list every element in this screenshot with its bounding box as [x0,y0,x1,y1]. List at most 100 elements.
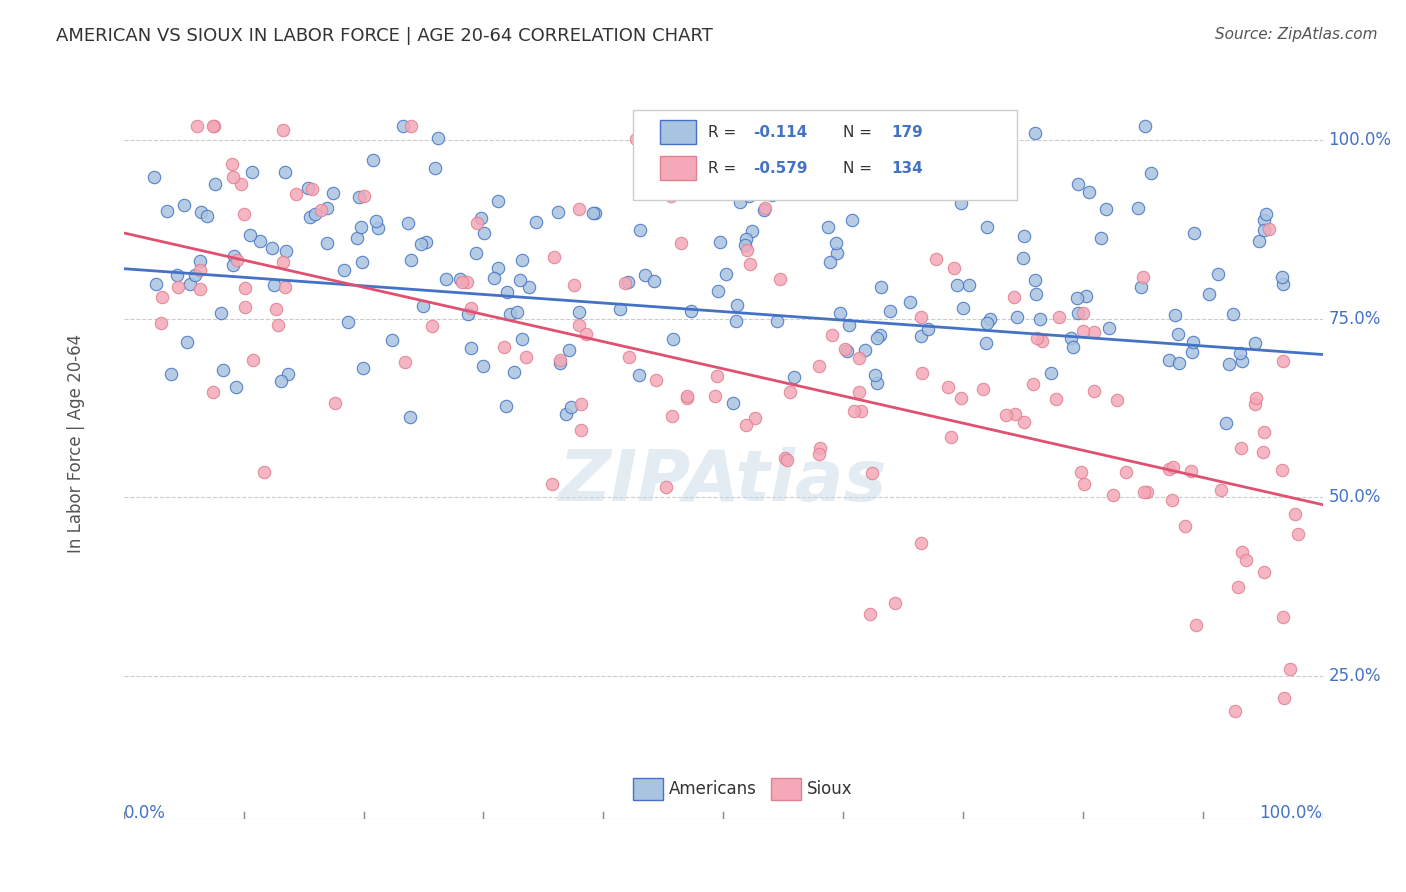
Point [917,322,939,336]
Point [1271,463,1294,477]
Point [156,203,179,218]
Point [716,268,738,282]
Text: 179: 179 [891,125,922,140]
Point [423,161,446,176]
Point [567,318,589,332]
Point [562,277,585,292]
Point [195,209,218,223]
Point [347,190,370,204]
Point [1271,269,1294,284]
Point [1222,307,1244,321]
Point [1253,425,1275,439]
Point [1230,545,1253,559]
Point [495,285,517,299]
Point [976,220,998,235]
Point [741,224,763,238]
Point [271,255,294,269]
Point [1229,346,1251,360]
Point [734,238,756,252]
Point [628,223,651,237]
Point [974,336,997,351]
Point [655,479,678,493]
Point [1090,231,1112,245]
Point [506,304,529,318]
Point [434,272,457,286]
Point [818,255,841,269]
Point [222,169,245,184]
Point [1045,392,1067,407]
Point [222,258,245,272]
Point [1180,464,1202,478]
Point [1167,327,1189,342]
Point [1047,310,1070,325]
Point [817,220,839,235]
Point [1164,308,1187,322]
Point [297,181,319,195]
Point [346,231,368,245]
Point [950,196,973,211]
Point [143,170,166,185]
Point [264,302,287,317]
Point [704,155,727,169]
Point [995,409,1018,423]
Point [661,409,683,423]
Point [866,376,889,390]
Point [465,216,488,230]
Point [558,343,581,358]
Text: N =: N = [844,161,877,176]
Point [1136,484,1159,499]
Point [1070,465,1092,479]
Point [1073,477,1095,491]
Point [399,119,422,133]
Point [943,261,966,276]
Point [492,340,515,354]
Point [322,186,344,200]
FancyBboxPatch shape [770,778,801,800]
Point [1029,312,1052,326]
Point [1230,354,1253,368]
Point [201,384,224,399]
Point [352,360,374,375]
Point [1031,334,1053,348]
Point [879,304,901,318]
Point [769,271,792,285]
Point [834,343,856,357]
FancyBboxPatch shape [633,778,664,800]
Point [1272,277,1295,291]
Point [271,122,294,136]
Point [495,399,517,413]
Point [851,404,873,418]
Point [1223,704,1246,718]
Point [204,177,226,191]
Point [1163,460,1185,475]
Point [323,396,346,410]
Point [273,279,295,293]
Point [1244,397,1267,411]
Point [910,329,932,343]
Point [394,354,416,368]
Point [547,205,569,219]
Point [754,203,776,218]
Point [1244,335,1267,350]
Point [859,607,882,622]
Point [681,303,703,318]
Point [583,206,606,220]
Point [239,227,262,242]
Point [456,275,478,289]
Point [938,380,960,394]
Point [1253,223,1275,237]
Point [738,257,761,271]
Point [828,306,851,320]
Point [835,343,858,358]
Point [1133,484,1156,499]
Point [700,182,723,196]
Point [1078,185,1101,199]
Point [1215,416,1237,430]
Point [721,395,744,409]
Point [221,157,243,171]
Point [316,236,339,251]
Point [568,304,591,318]
Point [472,226,495,240]
Point [1071,306,1094,320]
Point [367,221,389,235]
